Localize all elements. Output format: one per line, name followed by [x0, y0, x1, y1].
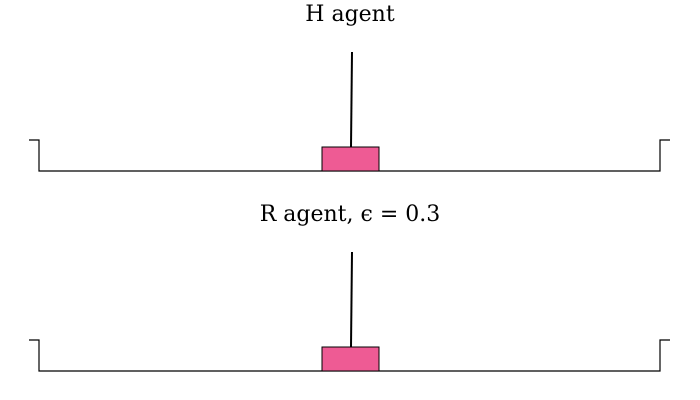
- pole-h: [350, 51, 353, 148]
- panel-title-r-agent: R agent, ϵ = 0.3: [259, 202, 441, 227]
- cart-h: [321, 146, 380, 172]
- panel-title-h-agent: H agent: [305, 2, 395, 27]
- pole-r: [350, 251, 353, 348]
- cartpole-panel-h: [29, 51, 670, 172]
- cart-r: [321, 346, 380, 372]
- cartpole-panel-r: [29, 251, 670, 372]
